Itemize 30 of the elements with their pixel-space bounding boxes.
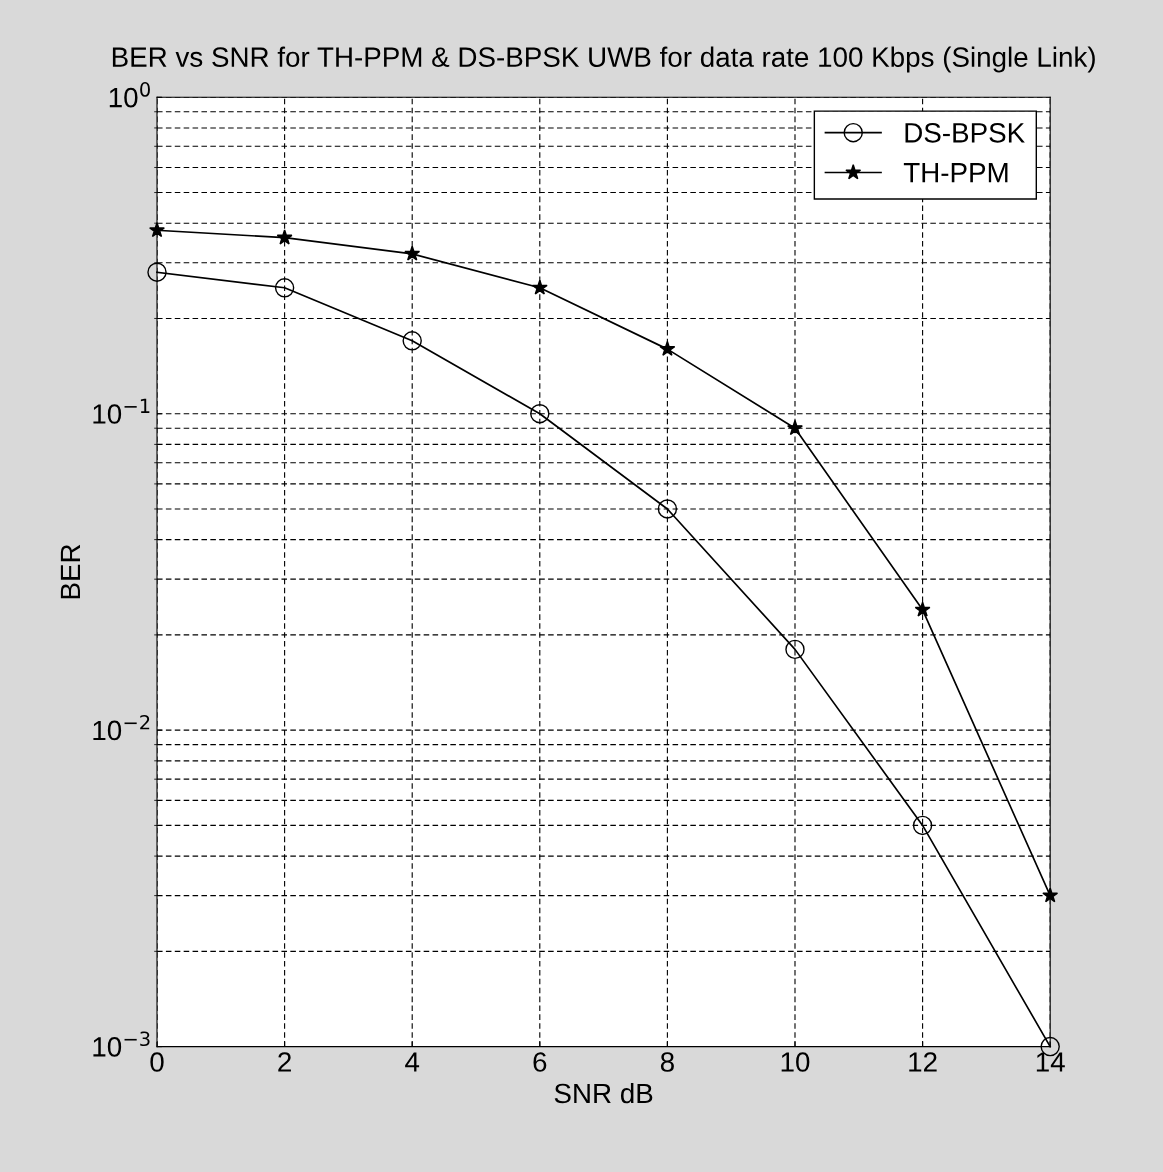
legend-label: TH-PPM xyxy=(903,163,1008,183)
point xyxy=(404,245,421,261)
x-tick-label: 4 xyxy=(405,1052,420,1072)
y-tick-label: 10$^{−1}$ xyxy=(93,398,150,424)
point xyxy=(276,229,293,245)
point xyxy=(787,419,803,436)
y-tick-label: 10$^{−3}$ xyxy=(93,1031,150,1057)
point xyxy=(274,278,295,298)
point xyxy=(147,262,167,282)
x-tick-label: 0 xyxy=(150,1052,164,1072)
point xyxy=(914,601,931,617)
x-axis-title: SNR dB xyxy=(554,1082,653,1104)
x-tick-label: 14 xyxy=(1036,1052,1065,1072)
point xyxy=(402,331,422,351)
point xyxy=(912,815,933,836)
legend-label: DS-BPSK xyxy=(905,123,1025,143)
point xyxy=(531,279,548,295)
x-tick-label: 12 xyxy=(909,1052,937,1072)
chart-title: BER vs SNR for TH-PPM & DS-BPSK UWB for data rate 100 Kbps (Single Link) xyxy=(112,46,1095,73)
point xyxy=(530,403,550,424)
y-axis-title: BER xyxy=(60,544,80,599)
y-tick-label: 10$^{−2}$ xyxy=(93,714,150,741)
point xyxy=(785,639,805,660)
point xyxy=(659,340,676,356)
x-tick-label: 10 xyxy=(781,1052,810,1072)
x-tick-label: 8 xyxy=(660,1052,674,1072)
x-tick-label: 6 xyxy=(533,1052,547,1072)
y-tick-label: 10$^{0}$ xyxy=(109,82,150,108)
x-tick-label: 2 xyxy=(278,1052,291,1072)
point xyxy=(657,499,678,519)
